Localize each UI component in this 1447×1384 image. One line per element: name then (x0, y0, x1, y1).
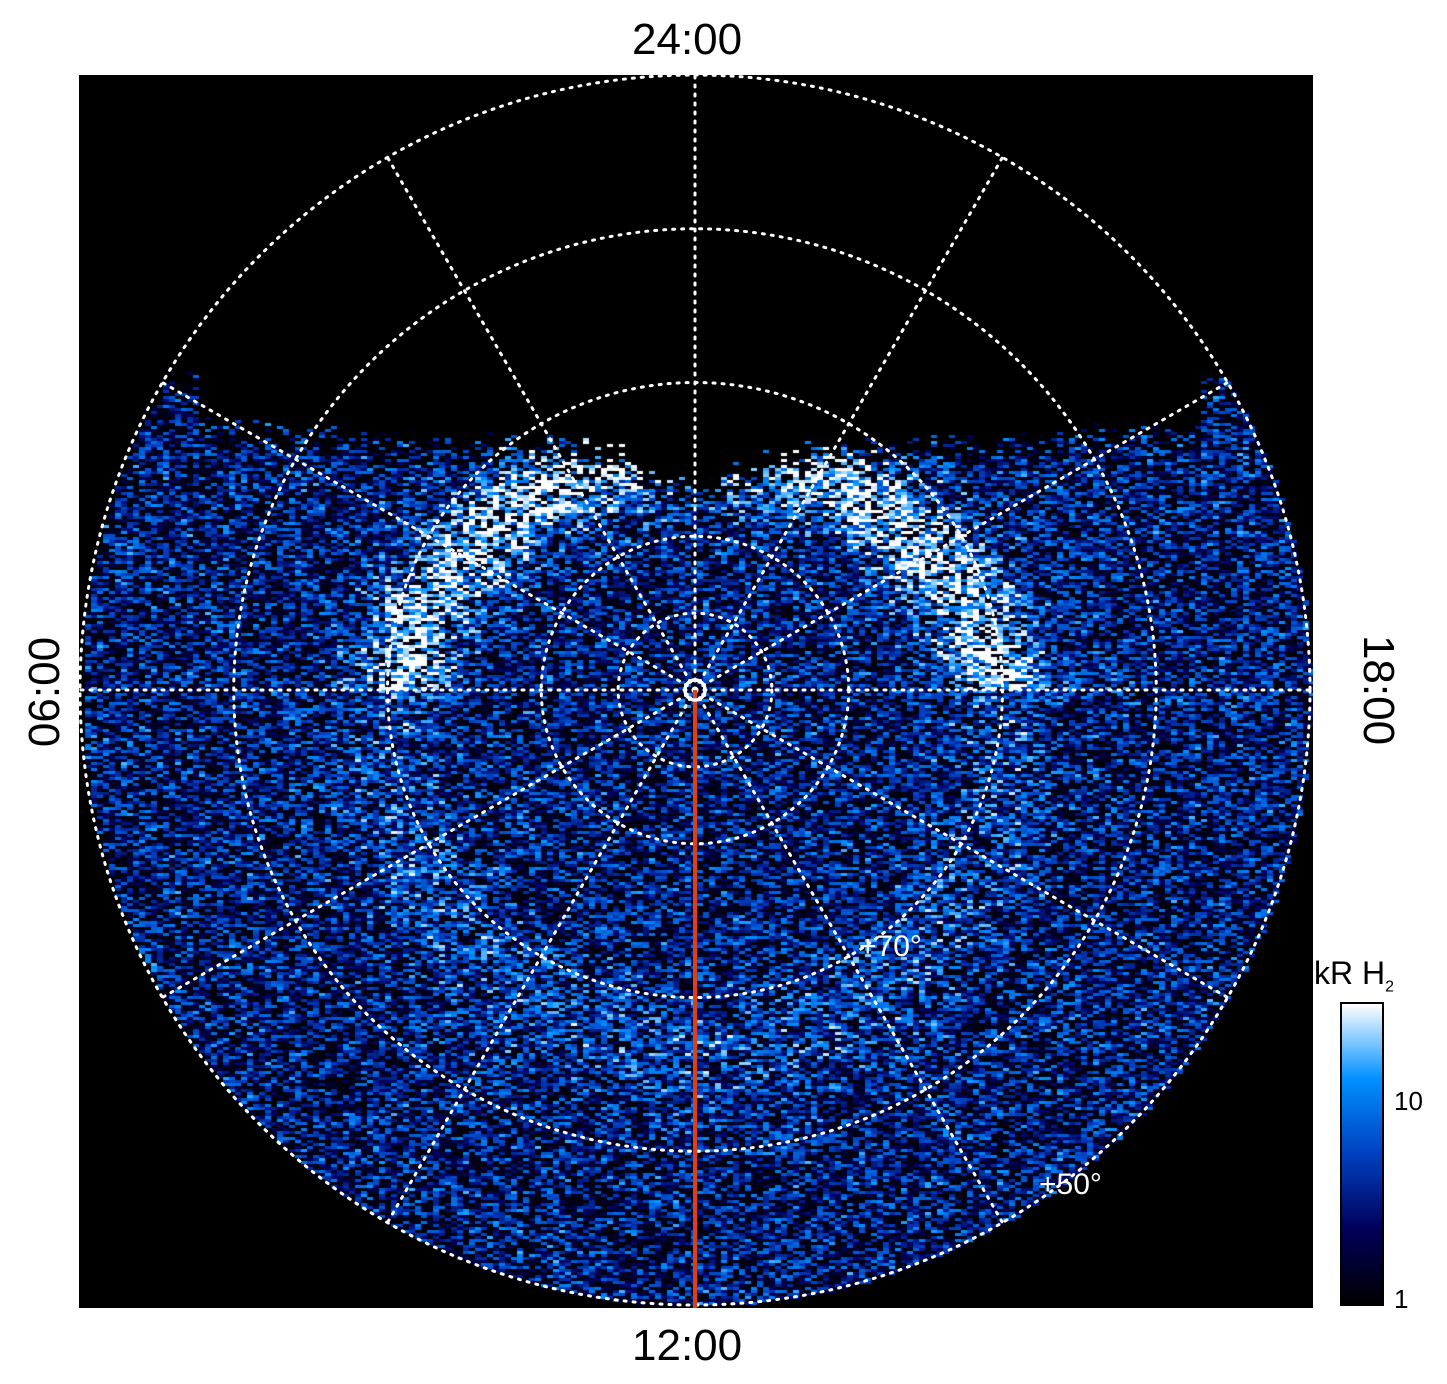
polar-plot: +70° +50° (79, 75, 1313, 1308)
label-12h: 12:00 (632, 1321, 743, 1370)
local-time-line-14 (693, 688, 1004, 1225)
local-time-line-2 (386, 155, 697, 692)
local-time-line-20 (693, 381, 1230, 692)
colorbar-title: kR H2 (1314, 955, 1394, 996)
label-24h: 24:00 (632, 15, 743, 64)
label-06h: 06:00 (20, 636, 69, 748)
local-time-line-22 (693, 155, 1004, 692)
latitude-ring-85 (616, 611, 774, 769)
local-time-line-16 (693, 688, 1230, 999)
colorbar (1340, 1002, 1384, 1306)
grid-overlay (79, 75, 1312, 1308)
pole-marker (683, 678, 707, 702)
label-18h: 18:00 (1354, 634, 1403, 746)
local-time-line-8 (160, 688, 697, 999)
local-time-line-4 (160, 381, 697, 692)
lat-label-50: +50° (1039, 1168, 1102, 1201)
colorbar-tick-1: 1 (1394, 1284, 1409, 1314)
local-time-line-10 (386, 688, 697, 1225)
lat-label-70: +70° (859, 930, 922, 963)
colorbar-title-sub: 2 (1385, 978, 1395, 996)
colorbar-tick-10: 10 (1394, 1086, 1423, 1116)
colorbar-title-text: kR H (1314, 955, 1386, 991)
